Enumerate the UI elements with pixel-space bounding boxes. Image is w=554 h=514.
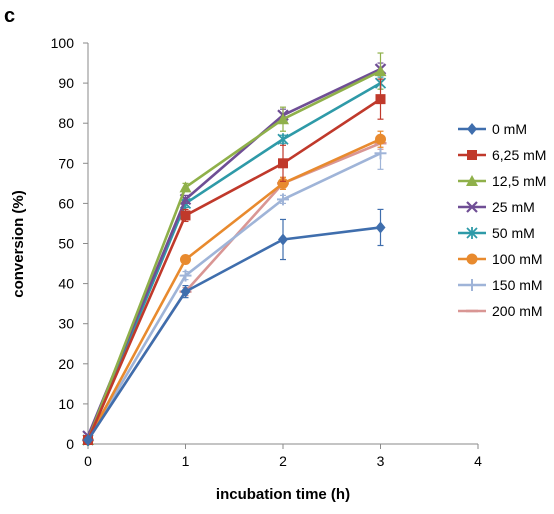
series-line <box>86 138 382 441</box>
series-line <box>86 142 381 441</box>
series-7 <box>82 136 387 442</box>
legend-item: 50 mM <box>458 225 535 241</box>
data-point <box>374 147 387 160</box>
series-line <box>86 98 382 441</box>
y-tick-label: 90 <box>58 75 74 91</box>
x-tick-label: 0 <box>84 453 92 469</box>
data-point <box>375 133 386 145</box>
series-1 <box>83 78 386 445</box>
data-point <box>278 158 288 169</box>
data-point <box>375 221 386 234</box>
series-4 <box>82 76 387 446</box>
legend-item: 200 mM <box>458 303 543 319</box>
data-point <box>374 65 387 77</box>
series-2 <box>82 52 387 445</box>
legend-item: 100 mM <box>458 251 543 267</box>
legend-label: 200 mM <box>492 303 543 319</box>
x-tick-label: 2 <box>279 453 287 469</box>
data-point <box>179 181 192 193</box>
data-point <box>180 210 191 221</box>
data-point <box>83 433 93 446</box>
legend-marker <box>467 150 477 160</box>
legend-label: 100 mM <box>492 251 543 267</box>
y-tick-label: 60 <box>58 195 74 211</box>
legend-label: 50 mM <box>492 225 535 241</box>
data-point <box>277 113 289 125</box>
data-point <box>277 193 289 206</box>
y-tick-label: 20 <box>58 356 74 372</box>
y-tick-label: 50 <box>58 236 74 252</box>
series-0 <box>83 208 386 446</box>
legend-marker <box>466 227 478 239</box>
y-tick-label: 80 <box>58 115 74 131</box>
x-tick-label: 4 <box>474 453 482 469</box>
data-point <box>278 233 288 246</box>
y-tick-label: 100 <box>51 35 75 51</box>
series-3 <box>82 62 387 442</box>
data-point <box>180 285 191 298</box>
series-line <box>86 81 382 441</box>
data-point <box>179 269 192 282</box>
legend-item: 0 mM <box>458 121 527 137</box>
legend-label: 12,5 mM <box>492 173 546 189</box>
x-axis-title: incubation time (h) <box>216 486 350 503</box>
y-tick-label: 40 <box>58 276 74 292</box>
panel-label: c <box>4 5 15 27</box>
series-line <box>86 67 382 437</box>
y-tick-label: 10 <box>58 396 74 412</box>
data-point <box>180 254 191 266</box>
legend-item: 150 mM <box>458 277 543 293</box>
legend-item: 12,5 mM <box>458 173 546 189</box>
series-line <box>86 152 382 441</box>
legend-item: 25 mM <box>458 199 535 215</box>
y-axis-title: conversion (%) <box>10 190 27 298</box>
legend-item: 6,25 mM <box>458 147 546 163</box>
legend-marker <box>466 253 478 265</box>
legend-marker <box>466 201 478 213</box>
x-tick-label: 3 <box>377 453 385 469</box>
y-tick-label: 70 <box>58 155 74 171</box>
legend-marker <box>467 123 477 135</box>
legend-label: 6,25 mM <box>492 147 546 163</box>
legend-marker <box>466 279 478 291</box>
series-layer <box>82 52 387 446</box>
legend-marker <box>466 175 478 186</box>
y-tick-label: 30 <box>58 316 74 332</box>
axes: 0 10 20 30 40 50 60 70 80 90 100 0 1 2 3 4 <box>51 35 482 469</box>
data-point <box>277 133 289 146</box>
series-line <box>86 69 382 441</box>
legend-label: 25 mM <box>492 199 535 215</box>
legend-label: 150 mM <box>492 277 543 293</box>
y-tick-label: 0 <box>66 436 74 452</box>
data-point <box>277 177 289 189</box>
data-point <box>375 94 386 105</box>
legend-label: 0 mM <box>492 121 527 137</box>
legend: 0 mM 6,25 mM 12,5 mM 25 mM 50 mM 100 mM 150 mM… <box>458 121 546 319</box>
series-6 <box>82 136 387 446</box>
x-tick-label: 1 <box>182 453 190 469</box>
series-line <box>86 226 381 441</box>
series-5 <box>82 130 386 446</box>
